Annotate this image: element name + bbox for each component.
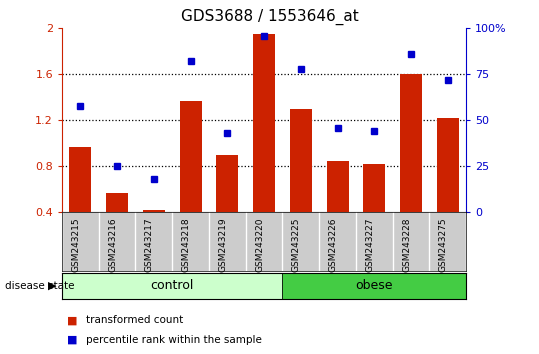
- Text: GSM243227: GSM243227: [365, 217, 375, 272]
- Text: control: control: [150, 279, 194, 292]
- Text: GSM243218: GSM243218: [182, 217, 191, 272]
- Text: obese: obese: [356, 279, 393, 292]
- Bar: [253, 34, 275, 212]
- Text: ■: ■: [67, 335, 78, 345]
- Text: percentile rank within the sample: percentile rank within the sample: [86, 335, 262, 345]
- Text: GSM243219: GSM243219: [218, 217, 227, 272]
- Bar: [70, 147, 92, 212]
- Text: GSM243220: GSM243220: [255, 217, 264, 272]
- Bar: [216, 155, 238, 212]
- Text: GSM243228: GSM243228: [402, 217, 411, 272]
- Bar: [437, 118, 459, 212]
- Text: GSM243217: GSM243217: [145, 217, 154, 272]
- Text: GSM243225: GSM243225: [292, 217, 301, 272]
- Text: ■: ■: [67, 315, 78, 325]
- Text: GDS3688 / 1553646_at: GDS3688 / 1553646_at: [181, 9, 358, 25]
- Bar: [327, 161, 349, 212]
- Text: GSM243216: GSM243216: [108, 217, 117, 272]
- Text: transformed count: transformed count: [86, 315, 183, 325]
- Bar: [290, 109, 312, 212]
- Text: GSM243215: GSM243215: [71, 217, 80, 272]
- Text: ▶: ▶: [48, 281, 57, 291]
- Bar: [143, 210, 165, 212]
- Bar: [282, 273, 466, 299]
- Bar: [400, 74, 422, 212]
- Bar: [62, 273, 282, 299]
- Text: GSM243226: GSM243226: [329, 217, 337, 272]
- Text: disease state: disease state: [5, 281, 75, 291]
- Bar: [363, 164, 385, 212]
- Text: GSM243275: GSM243275: [439, 217, 448, 272]
- Bar: [179, 101, 202, 212]
- Bar: [106, 193, 128, 212]
